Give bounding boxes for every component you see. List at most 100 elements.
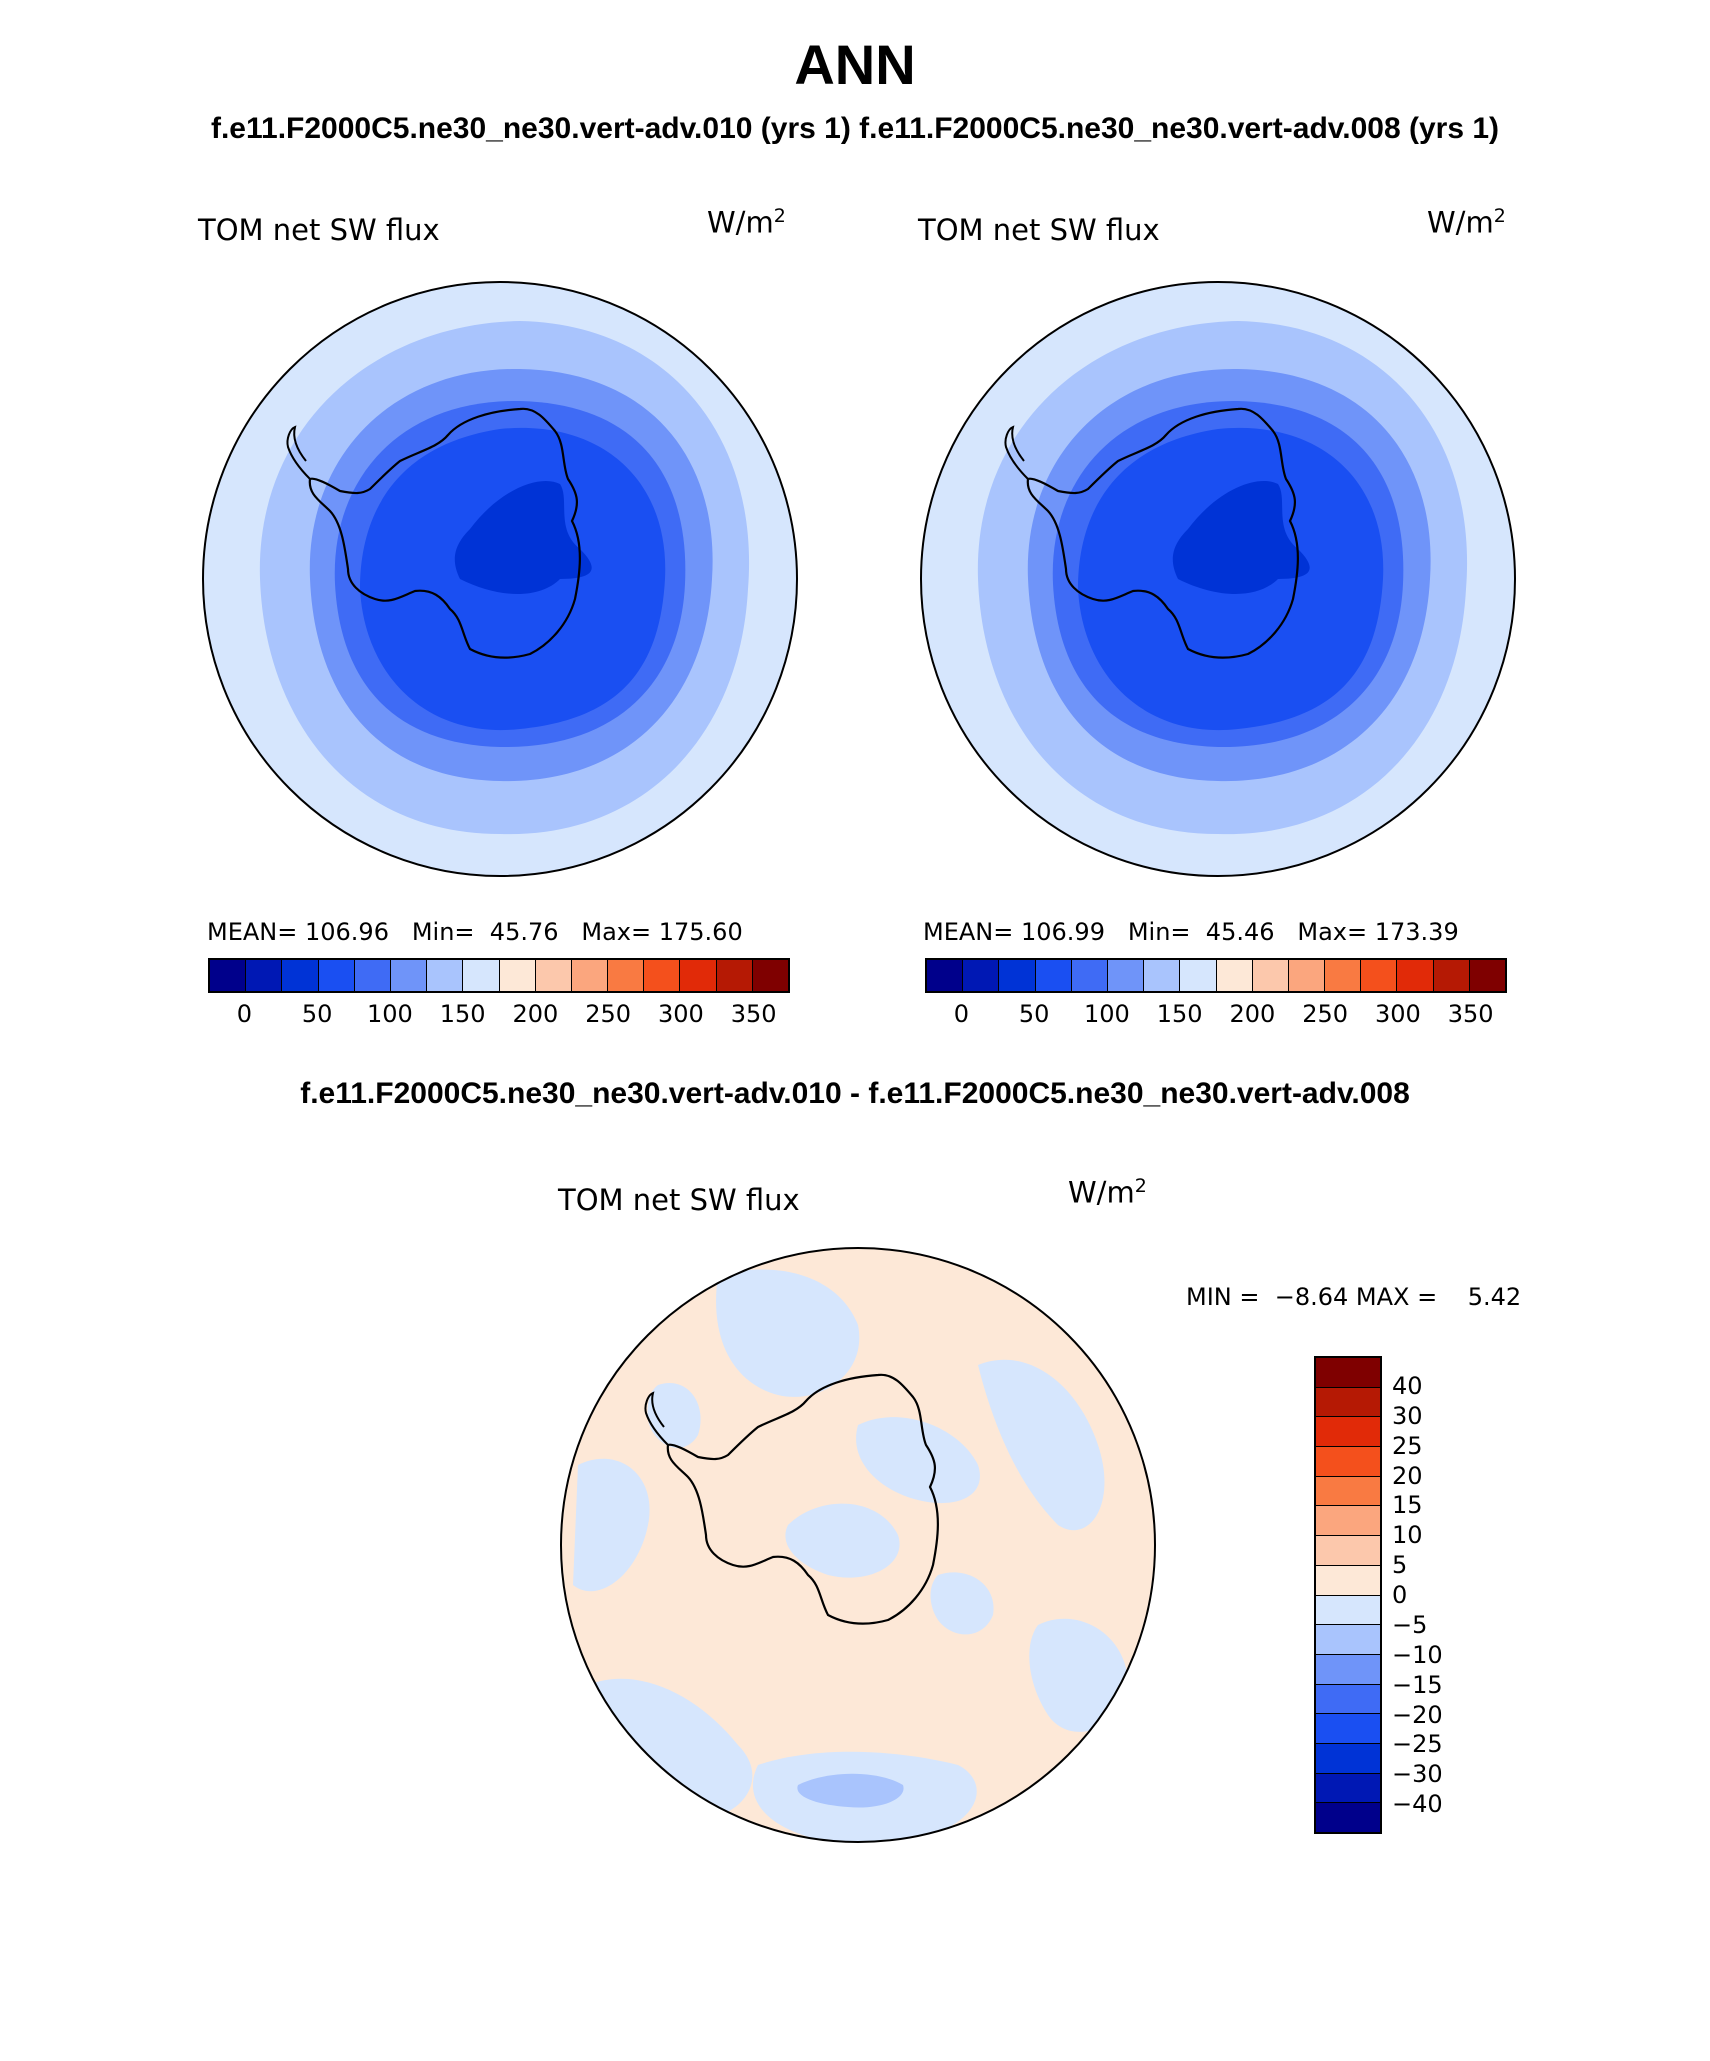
colorbar-swatch [644, 960, 681, 991]
colorbar-tick-label: 20 [1392, 1461, 1423, 1490]
colorbar-tick-label: 300 [1374, 1000, 1421, 1028]
colorbar-swatch [427, 960, 464, 991]
colorbar-tick-label: 150 [1156, 1000, 1203, 1028]
colorbar-tick-label: −15 [1392, 1670, 1443, 1699]
panel1-variable-label: TOM net SW flux [198, 213, 440, 247]
colorbar-swatch [1180, 960, 1217, 991]
diff-colorbar [1314, 1356, 1382, 1834]
colorbar-swatch [210, 960, 247, 991]
colorbar-swatch [1316, 1773, 1380, 1804]
colorbar-tick-label: 30 [1392, 1401, 1423, 1430]
colorbar-tick-label: 15 [1392, 1491, 1423, 1520]
colorbar-swatch [1035, 960, 1072, 991]
colorbar-tick-label: 300 [657, 1000, 704, 1028]
colorbar-tick-label: 150 [439, 1000, 486, 1028]
colorbar-swatch [1316, 1447, 1380, 1477]
colorbar-tick-label: 100 [1083, 1000, 1130, 1028]
colorbar-swatch [927, 960, 964, 991]
colorbar-swatch [1397, 960, 1434, 991]
panel2-antarctica-outline [1026, 407, 1299, 659]
panel1-peninsula-outline [286, 425, 311, 480]
colorbar-tick-label: −10 [1392, 1640, 1443, 1669]
colorbar-swatch [1361, 960, 1398, 991]
panel2-variable-label: TOM net SW flux [918, 213, 1160, 247]
panel2-units-label: W/m2 [1427, 205, 1506, 240]
colorbar-tick-label: −30 [1392, 1760, 1443, 1789]
colorbar-swatch [999, 960, 1036, 991]
colorbar-swatch [1316, 1358, 1380, 1388]
colorbar-tick-label: 350 [1447, 1000, 1494, 1028]
colorbar-swatch [354, 960, 391, 991]
colorbar-tick-label: 0 [953, 1000, 970, 1028]
colorbar-swatch [1144, 960, 1181, 991]
diff-contour-fill [561, 1248, 1155, 1842]
colorbar-swatch [1316, 1625, 1380, 1655]
colorbar-tick-label: 250 [1302, 1000, 1349, 1028]
panel2-colorbar [925, 958, 1507, 993]
colorbar-tick-label: 250 [585, 1000, 632, 1028]
colorbar-swatch [1316, 1565, 1380, 1596]
colorbar-swatch [1316, 1387, 1380, 1418]
colorbar-swatch [1325, 960, 1362, 991]
diff-peninsula-outline [644, 1391, 669, 1446]
diff-title: f.e11.F2000C5.ne30_ne30.vert-adv.010 - f… [300, 1077, 1410, 1110]
colorbar-swatch [1107, 960, 1145, 991]
colorbar-tick-label: 50 [1018, 1000, 1050, 1028]
figure-title: ANN [794, 33, 916, 96]
colorbar-swatch [752, 960, 788, 991]
colorbar-swatch [318, 960, 355, 991]
colorbar-swatch [1469, 960, 1505, 991]
case-titles: f.e11.F2000C5.ne30_ne30.vert-adv.010 (yr… [210, 112, 1500, 145]
colorbar-swatch [1071, 960, 1108, 991]
diff-antarctica-outline [666, 1373, 939, 1625]
colorbar-swatch [1316, 1595, 1380, 1626]
colorbar-tick-label: 100 [366, 1000, 413, 1028]
panel1-units-label: W/m2 [707, 205, 786, 240]
colorbar-swatch [716, 960, 753, 991]
panel1-colorbar [208, 958, 790, 993]
colorbar-tick-label: 200 [1229, 1000, 1276, 1028]
panel1-antarctica-outline [308, 407, 581, 659]
colorbar-tick-label: 50 [301, 1000, 333, 1028]
colorbar-swatch [535, 960, 572, 991]
colorbar-tick-label: −5 [1392, 1610, 1428, 1639]
panel2-map-border [920, 281, 1516, 877]
colorbar-swatch [1316, 1476, 1380, 1507]
colorbar-swatch [390, 960, 428, 991]
colorbar-swatch [1288, 960, 1326, 991]
colorbar-swatch [608, 960, 645, 991]
colorbar-tick-label: 25 [1392, 1431, 1423, 1460]
colorbar-swatch [1316, 1684, 1380, 1715]
colorbar-swatch [499, 960, 536, 991]
panel1-stats: MEAN= 106.96 Min= 45.76 Max= 175.60 [207, 918, 743, 946]
colorbar-swatch [1216, 960, 1253, 991]
colorbar-tick-label: −20 [1392, 1700, 1443, 1729]
colorbar-swatch [680, 960, 717, 991]
panel2-colorbar-ticks: 0 50 100 150 200 250 300 350 [925, 1000, 1507, 1030]
panel1-colorbar-ticks: 0 50 100 150 200 250 300 350 [208, 1000, 790, 1030]
colorbar-swatch [463, 960, 500, 991]
diff-map-border [560, 1247, 1156, 1843]
panel2-polar-map [920, 281, 1516, 877]
colorbar-tick-label: −40 [1392, 1790, 1443, 1819]
colorbar-swatch [1316, 1506, 1380, 1537]
diff-stats: MIN = −8.64 MAX = 5.42 [1186, 1283, 1522, 1311]
colorbar-swatch [1252, 960, 1289, 991]
panel2-contour-fill [921, 282, 1515, 876]
panel1-contour-fill [203, 282, 797, 876]
colorbar-swatch [1316, 1417, 1380, 1448]
colorbar-swatch [246, 960, 283, 991]
colorbar-tick-label: 5 [1392, 1551, 1408, 1580]
colorbar-tick-label: 0 [1392, 1581, 1408, 1609]
colorbar-swatch [1316, 1654, 1380, 1685]
colorbar-tick-label: −25 [1392, 1730, 1443, 1759]
colorbar-tick-label: 350 [730, 1000, 777, 1028]
colorbar-swatch [1316, 1536, 1380, 1566]
colorbar-swatch [1316, 1714, 1380, 1744]
diff-polar-map [560, 1247, 1156, 1843]
colorbar-tick-label: 200 [512, 1000, 559, 1028]
colorbar-tick-label: 40 [1392, 1371, 1423, 1400]
diff-variable-label: TOM net SW flux [558, 1183, 800, 1217]
panel2-stats: MEAN= 106.99 Min= 45.46 Max= 173.39 [923, 918, 1459, 946]
panel1-polar-map [202, 281, 798, 877]
